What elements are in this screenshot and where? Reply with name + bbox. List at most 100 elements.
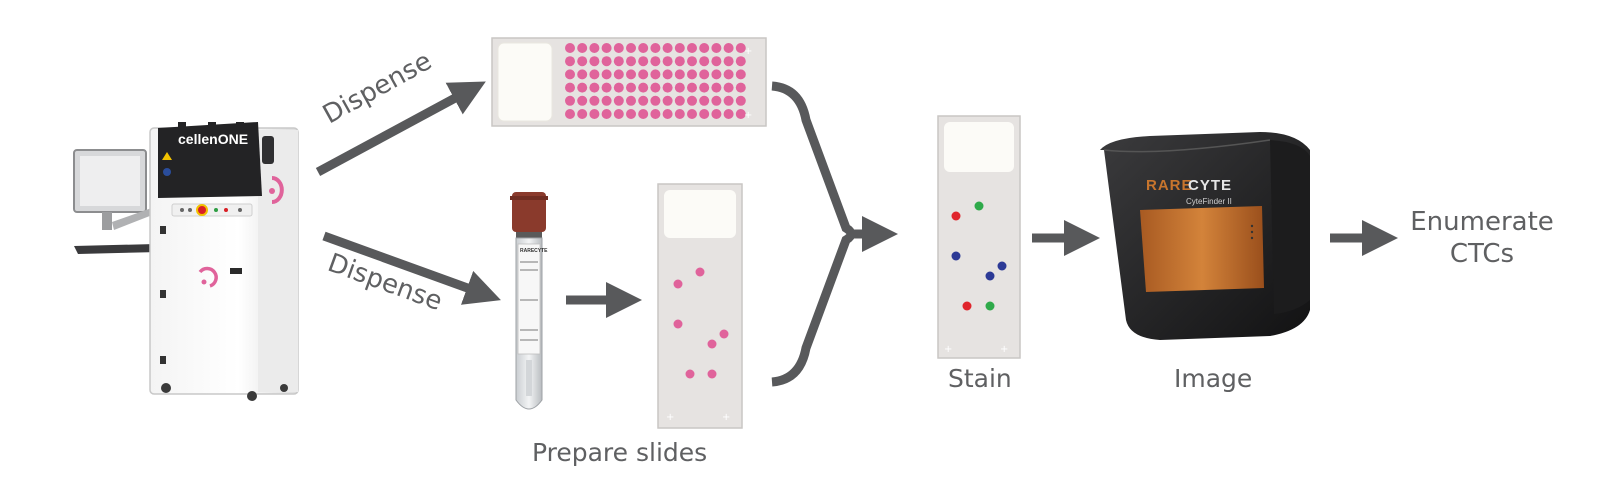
array-spot [589,95,600,106]
array-spot [613,82,624,93]
array-spot [626,82,636,93]
label-enumerate-line2: CTCs [1449,239,1515,269]
array-spot [723,109,734,119]
array-spot [565,43,575,53]
arrow-merge [771,81,856,387]
array-spot [638,82,649,93]
cellenone-logo-icon [198,266,218,288]
array-spot [626,109,636,119]
cell-dot [707,339,717,349]
slide-label-area [497,42,553,122]
array-spot [735,109,746,119]
array-spot [565,109,575,119]
array-spot [674,69,685,80]
svg-text:+: + [944,344,952,355]
cell-dot-red [962,301,972,311]
array-spot [589,43,600,53]
array-spot [565,69,575,80]
arrows [315,81,1398,387]
array-spot [687,43,697,53]
label-enumerate-line1: Enumerate [1410,207,1554,237]
array-spot [601,56,612,67]
slide-label-area [664,190,736,238]
machine-brand: cellenONE [178,131,248,147]
array-spot [662,95,673,106]
cell-dot-blue [997,261,1007,271]
array-spot [674,82,685,93]
array-spot [674,109,685,119]
array-spot [723,82,734,93]
array-spot [735,43,746,53]
cellenone-machine: cellenONE [73,122,299,401]
cell-dot [707,369,717,379]
array-spot [577,69,588,80]
array-spot [711,56,722,67]
keyboard [74,244,160,254]
array-spot [650,43,661,53]
array-spot [589,56,600,67]
array-spot [565,95,575,106]
array-spot [577,56,588,67]
array-spot [577,109,588,119]
array-spot [662,82,673,93]
array-spot [577,43,588,53]
array-spot [662,43,673,53]
slide-label-area [944,122,1014,172]
cell-dot [695,267,705,277]
array-spot [687,82,697,93]
cell-dot [685,369,695,379]
array-spot [723,56,734,67]
machine-hood [158,122,262,198]
array-spot [687,69,697,80]
array-spot [699,109,710,119]
array-spot [613,109,624,119]
array-spot [577,95,588,106]
svg-text:+: + [722,412,730,423]
label-enumerate-ctcs: Enumerate CTCs [1408,206,1556,270]
label-image: Image [1174,364,1253,393]
imager-brand-rare: RARE [1146,177,1193,194]
array-spot [565,82,575,93]
array-spot [638,109,649,119]
array-spot [699,69,710,80]
tube-brand: RARECYTE [520,248,548,254]
cell-dot [673,319,683,329]
array-spot [601,43,612,53]
array-spot [601,82,612,93]
array-spot [613,69,624,80]
array-spot [650,95,661,106]
array-spot [674,43,685,53]
array-spot [711,95,722,106]
arrow-dispense-bottom [322,231,501,305]
cell-dot-blue [951,251,961,261]
imager-model: CyteFinder II [1186,197,1232,206]
array-spot [662,56,673,67]
array-spot [613,56,624,67]
array-spot [650,82,661,93]
array-spot [674,95,685,106]
cellenone-logo-icon [271,176,284,204]
array-spot [699,56,710,67]
array-spot [650,56,661,67]
arrow-dispense-top [315,81,486,176]
array-spot [613,43,624,53]
array-spot [687,109,697,119]
array-spot [626,69,636,80]
array-spot [613,95,624,106]
array-spot [711,109,722,119]
cell-dot [719,329,729,339]
array-spot [650,109,661,119]
array-spot [674,56,685,67]
array-spot [626,56,636,67]
array-spot [699,43,710,53]
array-spot [687,56,697,67]
array-spot [565,56,575,67]
array-spot [735,82,746,93]
array-spot [601,109,612,119]
array-spot [735,69,746,80]
tube-cap [512,192,546,232]
spot-grid [565,43,746,119]
cell-dot-blue [985,271,995,281]
emergency-stop-icon [196,204,208,216]
